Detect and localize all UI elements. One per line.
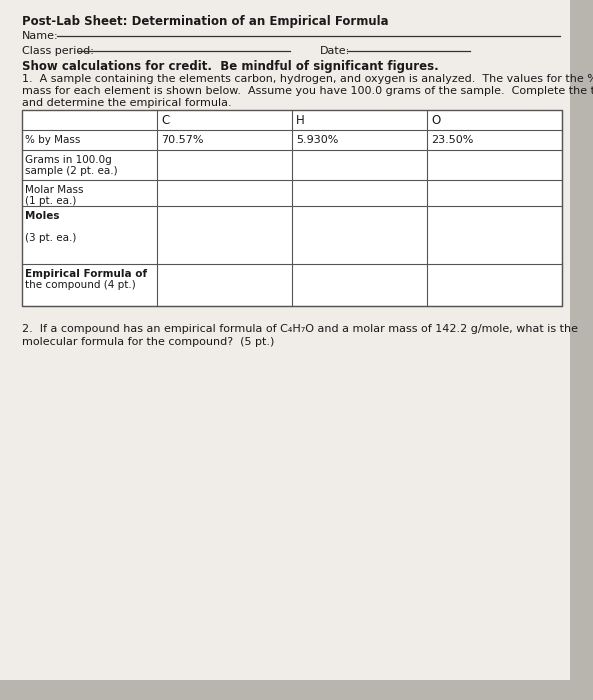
Bar	[570, 0, 593, 700]
Text: C: C	[161, 114, 169, 127]
Text: Moles: Moles	[25, 211, 59, 221]
Text: 2.  If a compound has an empirical formula of C₄H₇O and a molar mass of 142.2 g/: 2. If a compound has an empirical formul…	[22, 324, 578, 334]
Text: Show calculations for credit.  Be mindful of significant figures.: Show calculations for credit. Be mindful…	[22, 60, 439, 73]
Text: (1 pt. ea.): (1 pt. ea.)	[25, 196, 76, 206]
Text: Date:: Date:	[320, 46, 350, 56]
Text: Post-Lab Sheet: Determination of an Empirical Formula: Post-Lab Sheet: Determination of an Empi…	[22, 15, 388, 28]
Text: sample (2 pt. ea.): sample (2 pt. ea.)	[25, 166, 117, 176]
Text: mass for each element is shown below.  Assume you have 100.0 grams of the sample: mass for each element is shown below. As…	[22, 86, 593, 96]
Text: O: O	[431, 114, 440, 127]
Bar	[0, 680, 593, 700]
Text: H: H	[296, 114, 305, 127]
Text: Grams in 100.0g: Grams in 100.0g	[25, 155, 111, 165]
Text: Molar Mass: Molar Mass	[25, 185, 84, 195]
Bar	[22, 110, 562, 306]
Text: 1.  A sample containing the elements carbon, hydrogen, and oxygen is analyzed.  : 1. A sample containing the elements carb…	[22, 74, 593, 84]
Text: 23.50%: 23.50%	[431, 135, 473, 145]
Text: 5.930%: 5.930%	[296, 135, 339, 145]
Text: and determine the empirical formula.: and determine the empirical formula.	[22, 98, 232, 108]
Text: the compound (4 pt.): the compound (4 pt.)	[25, 280, 136, 290]
Text: Empirical Formula of: Empirical Formula of	[25, 269, 147, 279]
Text: Class period:: Class period:	[22, 46, 94, 56]
Text: Name:: Name:	[22, 31, 59, 41]
Text: molecular formula for the compound?  (5 pt.): molecular formula for the compound? (5 p…	[22, 337, 275, 347]
Text: % by Mass: % by Mass	[25, 135, 81, 145]
Text: (3 pt. ea.): (3 pt. ea.)	[25, 233, 76, 243]
Text: 70.57%: 70.57%	[161, 135, 203, 145]
